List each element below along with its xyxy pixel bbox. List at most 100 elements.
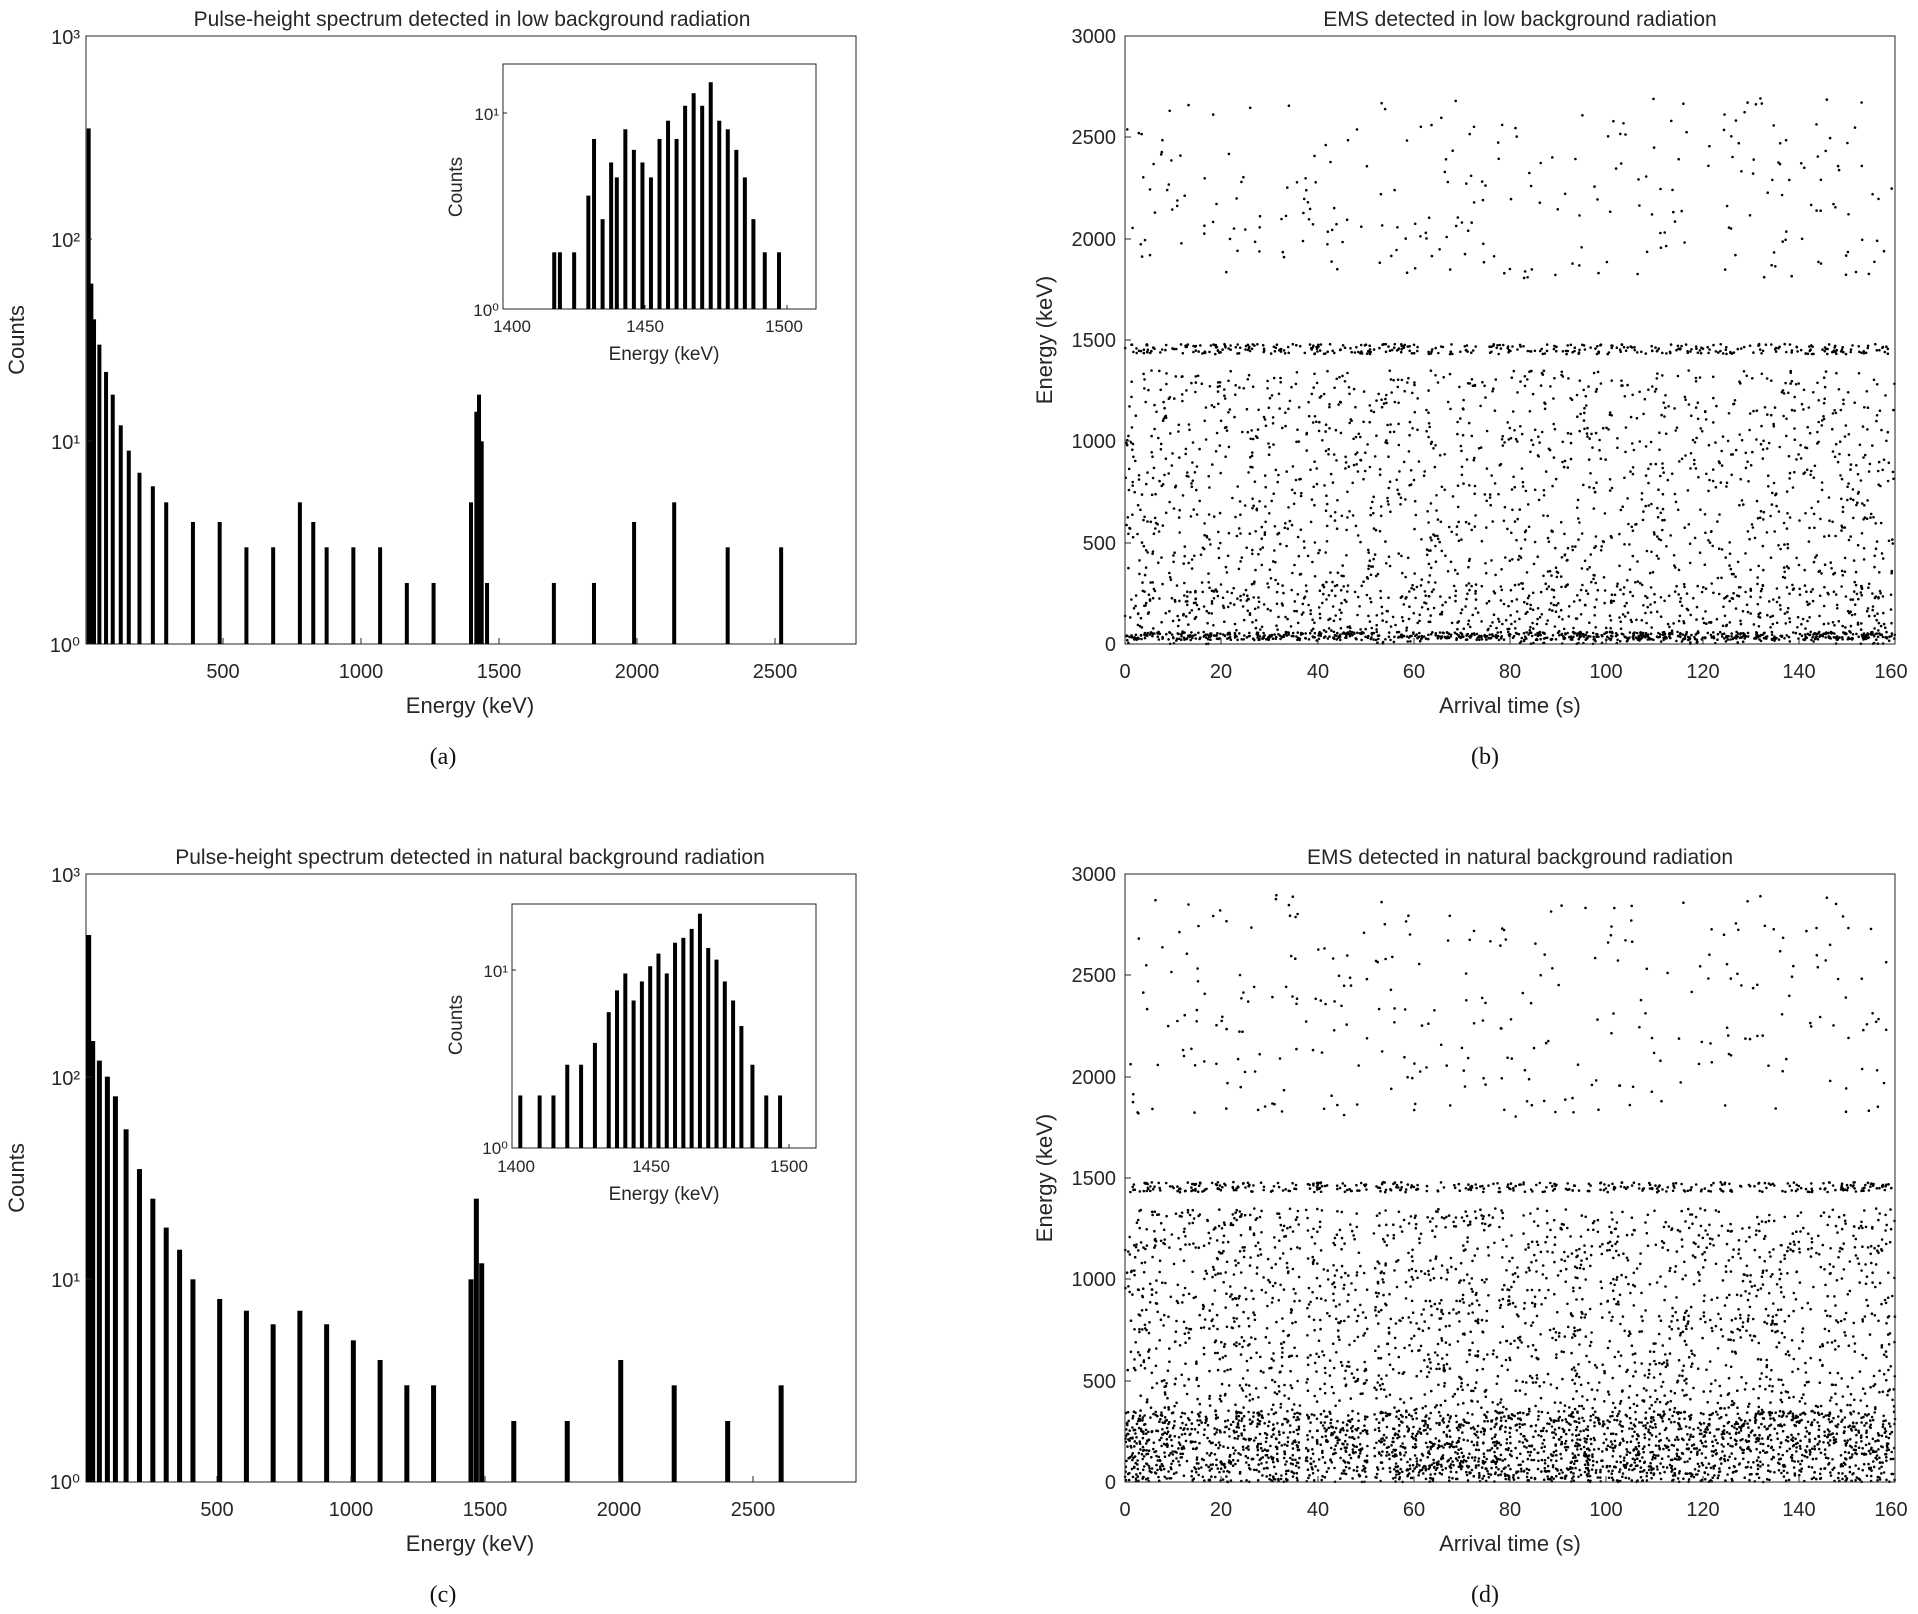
panel-b-point-1301 <box>1459 611 1463 615</box>
panel-b-point-126 <box>1372 631 1376 635</box>
panel-b-point-959 <box>1286 617 1289 621</box>
panel-b-point-128 <box>1665 637 1668 640</box>
panel-b-point-3295 <box>1322 352 1326 356</box>
panel-d-point-1153 <box>1452 1463 1455 1467</box>
panel-b-point-1306 <box>1428 620 1432 624</box>
panel-b-point-2431 <box>1161 419 1165 423</box>
panel-d-point-928 <box>1601 1465 1605 1468</box>
panel-b-point-903 <box>1539 590 1543 594</box>
panel-b-point-850 <box>1337 635 1340 638</box>
panel-b-point-2284 <box>1704 410 1707 413</box>
panel-b-point-1524 <box>1537 498 1541 502</box>
panel-b-point-144 <box>1720 635 1724 638</box>
panel-b-point-2257 <box>1866 428 1869 431</box>
panel-b-point-1349 <box>1208 586 1211 590</box>
panel-d-point-1197 <box>1378 1452 1381 1455</box>
panel-b-point-1082 <box>1775 587 1779 590</box>
panel-b-point-1804 <box>1354 524 1358 528</box>
panel-b-point-1240 <box>1553 625 1557 628</box>
panel-b-point-200 <box>1743 637 1746 640</box>
panel-b-point-2589 <box>1218 444 1222 447</box>
panel-b-point-1373 <box>1324 630 1328 633</box>
panel-b-point-2573 <box>1596 370 1600 374</box>
panel-b-point-2405 <box>1315 482 1319 486</box>
panel-d-point-407 <box>1810 1477 1814 1481</box>
panel-b-point-3288 <box>1412 351 1416 355</box>
panel-b-point-2701 <box>1636 560 1639 563</box>
panel-b-point-2736 <box>1532 562 1536 566</box>
panel-b-point-1021 <box>1394 623 1397 627</box>
panel-b-point-3345 <box>1619 162 1623 165</box>
panel-b-point-318 <box>1192 634 1195 637</box>
panel-b-point-1579 <box>1332 453 1336 456</box>
panel-b-point-2282 <box>1413 381 1416 384</box>
panel-b-point-1759 <box>1519 425 1522 428</box>
panel-b-point-2380 <box>1366 577 1370 580</box>
panel-b-point-2356 <box>1720 576 1723 580</box>
panel-d-point-653 <box>1525 1439 1529 1442</box>
panel-b-point-3447 <box>1730 135 1733 138</box>
panel-b-point-52 <box>1191 636 1194 640</box>
panel-b-point-1481 <box>1521 587 1525 590</box>
panel-d-point-186 <box>1702 1412 1705 1416</box>
panel-b-point-1049 <box>1195 603 1199 607</box>
panel-b-point-2934 <box>1533 349 1537 353</box>
panel-d-point-827 <box>1605 1447 1608 1451</box>
panel-b-point-3355 <box>1743 110 1746 114</box>
panel-b-point-1466 <box>1246 597 1250 601</box>
panel-d-point-1111 <box>1550 1425 1554 1428</box>
panel-b-point-2530 <box>1728 541 1731 544</box>
panel-b-point-1083 <box>1393 635 1396 639</box>
panel-b-point-3039 <box>1656 349 1659 352</box>
panel-b-point-3440 <box>1772 251 1776 254</box>
panel-d-point-599 <box>1780 1471 1783 1475</box>
panel-b-point-3444 <box>1419 125 1423 129</box>
panel-b-point-3384 <box>1304 177 1307 180</box>
panel-d-point-854 <box>1869 1423 1872 1427</box>
panel-b-point-1495 <box>1702 586 1705 589</box>
panel-a-bar-0 <box>86 128 91 644</box>
panel-b-point-3208 <box>1599 344 1602 347</box>
panel-b-point-2367 <box>1172 507 1176 510</box>
panel-b-point-1248 <box>1405 629 1408 632</box>
panel-b-point-2551 <box>1379 514 1383 518</box>
panel-a-title: Pulse-height spectrum detected in low ba… <box>194 8 751 31</box>
panel-b-point-1525 <box>1820 481 1824 484</box>
panel-b-point-3302 <box>1677 157 1680 161</box>
panel-d-point-70 <box>1708 1413 1711 1417</box>
panel-d-point-566 <box>1594 1416 1598 1419</box>
panel-b-point-1346 <box>1594 626 1597 629</box>
panel-b-point-2602 <box>1696 401 1700 405</box>
panel-b-point-2538 <box>1788 477 1791 480</box>
panel-d-point-45 <box>1661 1420 1665 1423</box>
panel-b-point-2767 <box>1313 541 1317 544</box>
panel-b-point-2717 <box>1369 506 1373 510</box>
panel-b-point-1785 <box>1500 438 1504 441</box>
panel-d-point-1056 <box>1849 1427 1853 1431</box>
panel-b-point-3449 <box>1152 162 1155 166</box>
panel-d-point-970 <box>1667 1439 1671 1442</box>
panel-d-point-994 <box>1688 1426 1691 1429</box>
panel-b-point-2975 <box>1839 350 1843 353</box>
panel-b-point-2225 <box>1260 525 1264 529</box>
panel-b-point-2038 <box>1765 531 1769 534</box>
panel-b-point-1420 <box>1849 624 1853 628</box>
panel-b-point-47 <box>1890 634 1893 638</box>
panel-b-point-1690 <box>1438 540 1441 544</box>
panel-b-point-1205 <box>1827 622 1830 625</box>
panel-b-point-3535 <box>1781 240 1784 243</box>
panel-b-point-1835 <box>1755 499 1759 503</box>
panel-b-point-2321 <box>1777 544 1780 547</box>
panel-b-point-2228 <box>1847 433 1851 436</box>
panel-d-point-941 <box>1391 1477 1395 1480</box>
panel-d-title: EMS detected in natural background radia… <box>1307 846 1733 869</box>
panel-b-point-2753 <box>1656 506 1659 510</box>
panel-d-point-736 <box>1736 1412 1740 1416</box>
panel-b-point-2262 <box>1524 489 1528 493</box>
panel-b-point-2318 <box>1372 495 1375 499</box>
panel-b-point-1385 <box>1525 602 1529 606</box>
panel-b-point-650 <box>1842 631 1846 635</box>
panel-b-point-859 <box>1558 634 1561 637</box>
panel-d-point-722 <box>1855 1421 1858 1425</box>
panel-b-point-2622 <box>1569 441 1573 445</box>
